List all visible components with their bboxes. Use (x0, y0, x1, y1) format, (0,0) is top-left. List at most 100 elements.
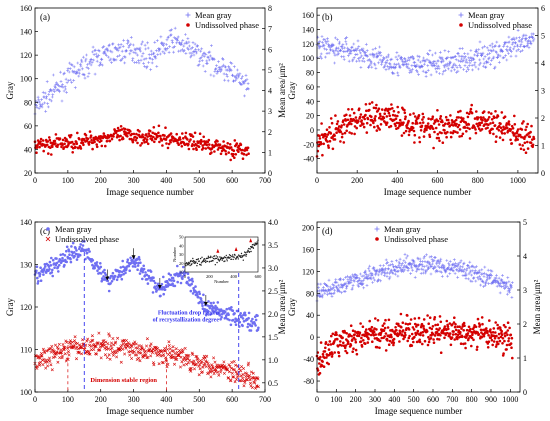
data-point (467, 123, 471, 126)
data-point (406, 59, 410, 62)
data-point (121, 259, 124, 263)
data-point (460, 134, 464, 138)
data-point (63, 345, 67, 349)
data-point (360, 59, 364, 63)
data-point (176, 39, 180, 42)
data-point (506, 329, 510, 332)
data-point (198, 59, 201, 63)
drop-arrow-head (131, 255, 136, 260)
data-point (496, 114, 500, 118)
data-point (490, 118, 494, 121)
data-point (378, 346, 381, 350)
data-point (80, 60, 84, 64)
data-point (344, 349, 347, 353)
data-point (392, 343, 395, 347)
data-point (80, 346, 84, 350)
data-point (238, 72, 242, 76)
data-point (49, 99, 53, 103)
data-point (420, 264, 424, 268)
data-point (445, 259, 449, 262)
data-point (435, 330, 439, 334)
data-point (494, 110, 497, 113)
data-point (107, 289, 111, 293)
data-point (499, 126, 503, 130)
data-point (86, 63, 89, 66)
data-point (72, 79, 76, 82)
data-point (110, 346, 114, 350)
data-point (396, 274, 400, 278)
data-point (42, 273, 45, 276)
data-point (425, 330, 429, 333)
data-point (150, 138, 154, 142)
data-point (509, 342, 513, 345)
data-point (458, 135, 461, 138)
data-point (385, 58, 389, 62)
data-point (49, 363, 53, 367)
data-point (446, 67, 450, 71)
data-point (50, 368, 54, 372)
data-point (143, 64, 146, 68)
data-point (351, 350, 355, 354)
data-point (197, 373, 201, 377)
inset-point (205, 260, 207, 262)
data-point (155, 39, 159, 42)
data-point (360, 274, 364, 278)
data-point (431, 325, 435, 328)
data-point (505, 45, 509, 49)
data-point (68, 67, 72, 70)
data-point (357, 279, 360, 283)
data-point (510, 124, 514, 128)
data-point (230, 360, 234, 364)
data-point (381, 324, 385, 328)
data-point (192, 53, 196, 57)
data-point (188, 367, 192, 371)
data-point (476, 51, 480, 55)
data-point (328, 126, 331, 129)
data-point (486, 52, 489, 56)
data-point (344, 275, 347, 279)
data-point (439, 115, 443, 118)
data-point (323, 47, 326, 51)
data-point (201, 146, 205, 150)
data-point (412, 56, 415, 60)
data-point (427, 335, 430, 339)
data-point (96, 55, 100, 59)
data-point (426, 68, 430, 72)
data-point (452, 62, 456, 66)
data-point (370, 325, 374, 329)
inset-point (199, 257, 202, 260)
data-point (56, 347, 60, 351)
data-point (506, 49, 509, 53)
data-point (75, 71, 79, 75)
data-point (74, 346, 78, 351)
data-point (206, 55, 210, 59)
data-point (464, 58, 468, 62)
data-point (330, 294, 334, 298)
x-tick-label: 100 (62, 395, 74, 404)
data-point (107, 332, 111, 336)
data-point (146, 41, 149, 45)
data-point (347, 108, 350, 111)
data-point (148, 276, 151, 280)
data-point (116, 336, 120, 340)
data-point (87, 143, 91, 146)
data-point (195, 291, 199, 295)
legend-label: Mean gray (195, 10, 232, 20)
data-point (229, 158, 232, 162)
data-point (155, 65, 159, 68)
data-point (350, 276, 353, 280)
data-point (355, 52, 359, 56)
y-tick-label-right: 3 (268, 107, 272, 116)
data-point (494, 276, 498, 280)
data-point (418, 257, 422, 261)
data-point (458, 63, 461, 67)
y-tick-label-right: 4 (268, 87, 272, 96)
data-point (352, 42, 356, 46)
data-point (247, 87, 250, 91)
data-point (439, 257, 443, 261)
data-point (476, 345, 479, 349)
data-point (430, 255, 433, 258)
data-point (477, 269, 481, 272)
data-point (353, 125, 357, 128)
data-point (200, 299, 203, 303)
